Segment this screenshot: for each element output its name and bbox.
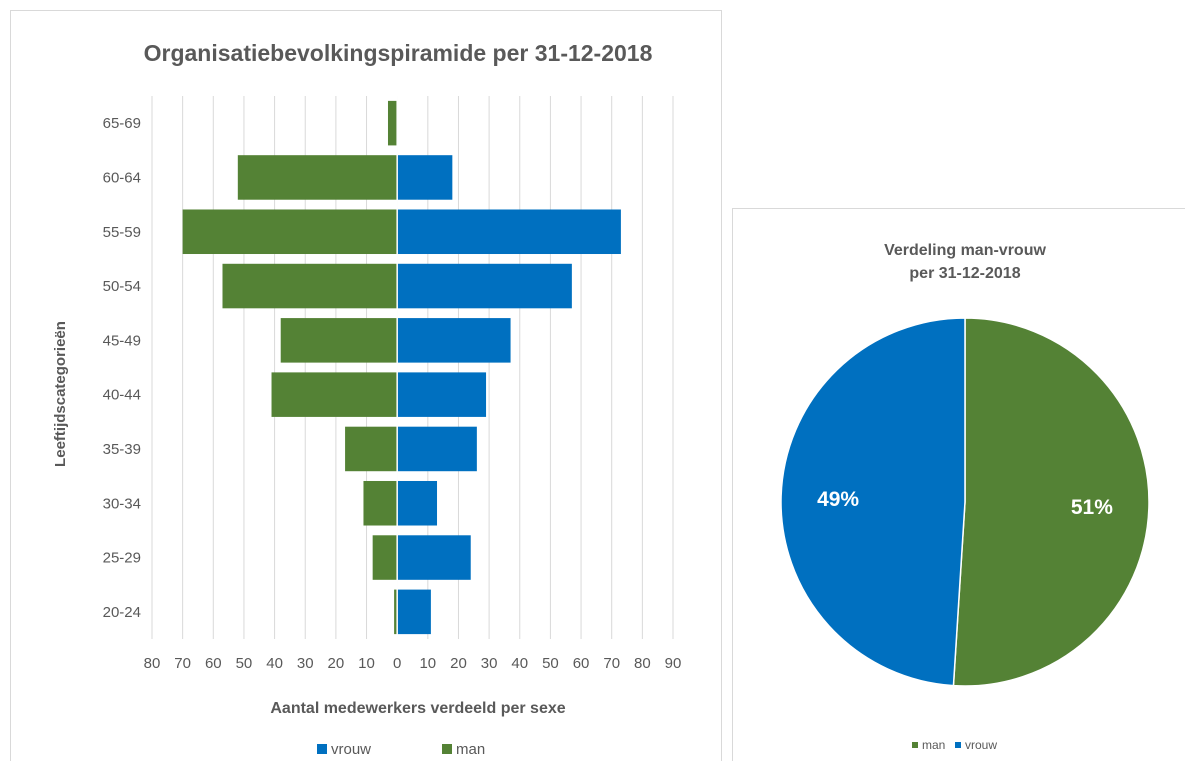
pyramid-legend: vrouw man — [317, 741, 485, 758]
category-label: 25-29 — [103, 550, 141, 567]
legend-swatch-vrouw — [317, 744, 327, 754]
pyramid-title: Organisatiebevolkingspiramide per 31-12-… — [144, 40, 653, 66]
category-label: 65-69 — [103, 115, 141, 132]
bar-man-35-39 — [345, 426, 398, 472]
pie-data-label-man: 51% — [1071, 496, 1113, 519]
pie-data-label-vrouw: 49% — [817, 488, 859, 511]
legend-swatch-man — [442, 744, 452, 754]
pie-subtitle: per 31-12-2018 — [909, 265, 1020, 282]
bar-man-55-59 — [182, 209, 398, 255]
category-label: 20-24 — [103, 604, 141, 621]
pie-legend-swatch-vrouw — [955, 742, 961, 748]
bar-vrouw-30-34 — [397, 480, 438, 526]
x-tick-label: 20 — [450, 655, 467, 672]
category-label: 30-34 — [103, 495, 141, 512]
category-label: 55-59 — [103, 224, 141, 241]
x-tick-label: 60 — [205, 655, 222, 672]
pie-svg: Verdeling man-vrouw per 31-12-2018 51% 49… — [780, 242, 1150, 752]
legend-label-vrouw: vrouw — [331, 741, 371, 758]
x-tick-label: 70 — [603, 655, 620, 672]
bar-vrouw-50-54 — [397, 263, 572, 309]
x-tick-label: 80 — [144, 655, 161, 672]
population-pyramid-chart: Organisatiebevolkingspiramide per 31-12-… — [10, 10, 722, 761]
pie-data-labels: 51% 49% — [817, 488, 1113, 519]
pie-slice-man — [952, 317, 1150, 687]
x-tick-label: 30 — [297, 655, 314, 672]
x-tick-label: 0 — [393, 655, 401, 672]
pie-slice-vrouw — [780, 317, 966, 687]
x-tick-label: 30 — [481, 655, 498, 672]
x-tick-label: 70 — [174, 655, 191, 672]
category-label: 50-54 — [103, 278, 141, 295]
x-tick-label: 90 — [665, 655, 682, 672]
bar-vrouw-25-29 — [397, 535, 471, 580]
category-label: 45-49 — [103, 332, 141, 349]
bar-man-30-34 — [363, 480, 398, 526]
x-tick-label: 50 — [236, 655, 253, 672]
x-tick-label: 80 — [634, 655, 651, 672]
bar-man-65-69 — [387, 100, 398, 146]
pyramid-bars — [182, 96, 621, 639]
pyramid-x-axis-title: Aantal medewerkers verdeeld per sexe — [270, 700, 565, 717]
x-tick-label: 20 — [328, 655, 345, 672]
bar-man-40-44 — [271, 372, 398, 417]
bar-man-50-54 — [222, 263, 398, 309]
x-tick-label: 10 — [358, 655, 375, 672]
category-label: 35-39 — [103, 441, 141, 458]
pie-slices — [780, 317, 1150, 687]
x-tick-label: 50 — [542, 655, 559, 672]
category-label: 40-44 — [103, 387, 141, 404]
legend-label-man: man — [456, 741, 485, 758]
bar-man-45-49 — [280, 318, 398, 363]
x-tick-label: 40 — [511, 655, 528, 672]
pyramid-svg: Organisatiebevolkingspiramide per 31-12-… — [52, 40, 682, 758]
pie-legend-swatch-man — [912, 742, 918, 748]
x-tick-label: 10 — [419, 655, 436, 672]
x-tick-label: 60 — [573, 655, 590, 672]
bar-vrouw-45-49 — [397, 318, 511, 363]
pie-title: Verdeling man-vrouw — [884, 242, 1046, 259]
pie-legend-label-vrouw: vrouw — [965, 738, 997, 752]
bar-man-60-64 — [237, 155, 398, 200]
pie-legend-label-man: man — [922, 738, 945, 752]
category-label: 60-64 — [103, 169, 141, 186]
bar-vrouw-35-39 — [397, 426, 477, 472]
pie-legend: man vrouw — [912, 738, 997, 752]
pyramid-x-tick-labels: 80 70 60 50 40 30 20 10 0 10 20 30 40 50 60 70 80 90 — [144, 655, 682, 672]
bar-man-25-29 — [372, 535, 398, 580]
bar-vrouw-20-24 — [397, 589, 431, 635]
bar-vrouw-40-44 — [397, 372, 487, 417]
x-tick-label: 40 — [266, 655, 283, 672]
pyramid-category-labels: 65-69 60-64 55-59 50-54 45-49 40-44 35-39 30-34… — [103, 115, 141, 621]
bar-vrouw-60-64 — [397, 155, 453, 200]
pyramid-y-axis-title: Leeftijdscategorieën — [52, 321, 69, 467]
gender-distribution-pie-chart: Verdeling man-vrouw per 31-12-2018 51% 49… — [732, 208, 1185, 761]
bar-vrouw-55-59 — [397, 209, 621, 255]
bar-man-20-24 — [394, 589, 398, 635]
